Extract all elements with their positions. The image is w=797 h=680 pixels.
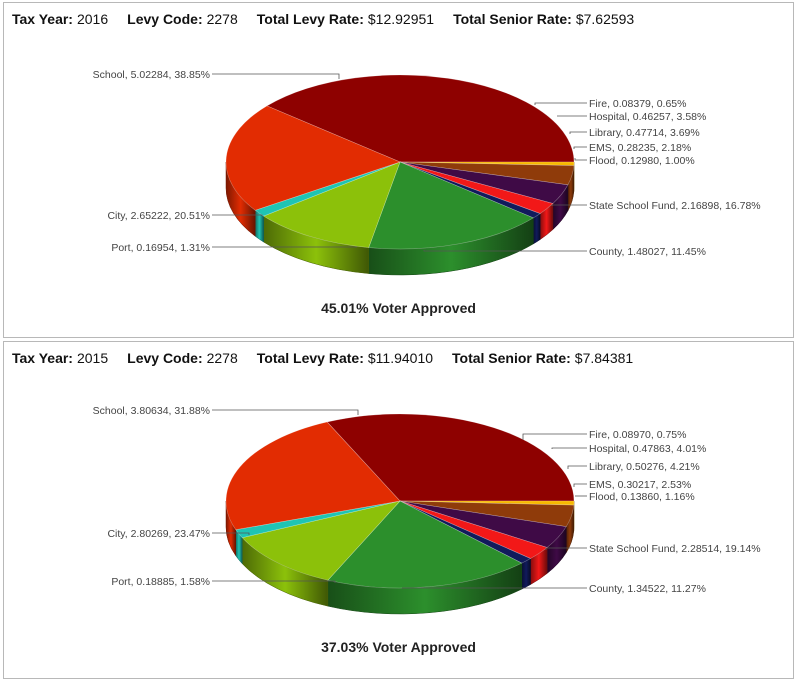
slice-state-school-fund[interactable] (327, 500, 523, 589)
label-connector-ems (573, 483, 587, 487)
levy-code-label: Levy Code: (127, 350, 203, 366)
slice-flood[interactable] (399, 161, 541, 219)
total-senior-rate-value: $7.84381 (574, 350, 634, 366)
levy-panel-2015: Tax Year: 2015 Levy Code: 2278 Total Levy Ra… (3, 341, 794, 679)
slice-label-port: Port, 0.16954, 1.31% (111, 242, 210, 254)
slice-port[interactable] (254, 161, 401, 217)
slice-ems[interactable] (399, 500, 548, 559)
levy-panel-2016: Tax Year: 2016 Levy Code: 2278 Total Levy Ra… (3, 2, 794, 338)
voter-approved-text: 37.03% Voter Approved (321, 639, 476, 655)
pie-chart: School, 3.80634, 31.88% Fire, 0.08970, 0.… (93, 405, 761, 615)
slice-label-library: Library, 0.50276, 4.21% (589, 461, 700, 473)
slice-city[interactable] (225, 421, 401, 531)
slice-county[interactable] (241, 500, 401, 581)
slice-library[interactable] (399, 500, 567, 548)
slice-label-city: City, 2.65222, 20.51% (107, 210, 210, 222)
slice-label-fire: Fire, 0.08379, 0.65% (589, 98, 686, 110)
pie-labels: School, 5.02284, 38.85% Fire, 0.08379, 0.… (93, 69, 761, 258)
label-connector-flood (574, 158, 587, 161)
label-connector-state-school-fund (551, 204, 587, 206)
label-connector-county (423, 250, 587, 252)
voter-approved-text: 45.01% Voter Approved (321, 300, 476, 316)
slice-label-library: Library, 0.47714, 3.69% (589, 127, 700, 139)
slice-label-state-school-fund: State School Fund, 2.16898, 16.78% (589, 200, 761, 212)
slice-county[interactable] (263, 161, 401, 248)
label-connector-state-school-fund (545, 547, 587, 550)
slice-ems[interactable] (399, 161, 554, 214)
slice-label-hospital: Hospital, 0.46257, 3.58% (589, 111, 706, 123)
label-connector-fire (534, 102, 587, 105)
slice-state-school-fund[interactable] (368, 161, 535, 250)
label-connector-school (212, 409, 359, 415)
pie-top (225, 74, 575, 250)
total-senior-rate-label: Total Senior Rate: (452, 350, 571, 366)
label-connector-library (569, 131, 587, 134)
tax-year-value: 2015 (76, 350, 109, 366)
slice-label-flood: Flood, 0.13860, 1.16% (589, 491, 695, 503)
pie-chart: School, 5.02284, 38.85% Fire, 0.08379, 0.… (93, 69, 761, 276)
panel-header: Tax Year: 2015 Levy Code: 2278 Total Levy Ra… (12, 350, 652, 366)
label-connector-fire (522, 433, 587, 440)
slice-side-flood (533, 213, 541, 245)
slice-fire[interactable] (399, 500, 575, 506)
total-senior-rate-label: Total Senior Rate: (453, 11, 572, 27)
label-connector-port (212, 580, 336, 583)
slice-hospital[interactable] (399, 161, 575, 186)
total-senior-rate-value: $7.62593 (575, 11, 635, 27)
tax-year-label: Tax Year: (12, 11, 73, 27)
pie-labels: School, 3.80634, 31.88% Fire, 0.08970, 0.… (93, 405, 761, 595)
total-levy-rate-value: $11.94010 (367, 350, 434, 366)
slice-port[interactable] (235, 500, 401, 539)
tax-year-value: 2016 (76, 11, 109, 27)
slice-label-hospital: Hospital, 0.47863, 4.01% (589, 443, 706, 455)
levy-code-label: Levy Code: (127, 11, 203, 27)
slice-label-school: School, 5.02284, 38.85% (93, 69, 210, 81)
total-levy-rate-label: Total Levy Rate: (256, 350, 364, 366)
slice-label-ems: EMS, 0.30217, 2.53% (589, 479, 691, 491)
panel-header: Tax Year: 2016 Levy Code: 2278 Total Levy Ra… (12, 11, 653, 27)
slice-label-city: City, 2.80269, 23.47% (107, 528, 210, 540)
slice-fire[interactable] (399, 161, 575, 166)
slice-label-school: School, 3.80634, 31.88% (93, 405, 210, 417)
pie-sides (225, 500, 575, 615)
slice-flood[interactable] (399, 500, 532, 564)
pie-top (225, 413, 575, 589)
slice-label-flood: Flood, 0.12980, 1.00% (589, 155, 695, 167)
label-connector-hospital (551, 447, 587, 449)
label-connector-school (212, 73, 340, 79)
levy-code-value: 2278 (206, 350, 238, 366)
slice-side-flood (521, 558, 531, 590)
levy-code-value: 2278 (206, 11, 238, 27)
slice-library[interactable] (399, 161, 569, 204)
slice-hospital[interactable] (399, 500, 575, 527)
label-connector-city (212, 214, 263, 216)
pie-sides (225, 161, 575, 276)
total-levy-rate-label: Total Levy Rate: (256, 11, 364, 27)
total-levy-rate-value: $12.92951 (367, 11, 435, 27)
slice-school[interactable] (326, 413, 575, 502)
label-connector-ems (573, 146, 587, 149)
slice-label-county: County, 1.34522, 11.27% (589, 583, 706, 595)
tax-year-label: Tax Year: (12, 350, 73, 366)
label-connector-city (212, 532, 250, 535)
slice-label-port: Port, 0.18885, 1.58% (111, 576, 210, 588)
label-connector-library (567, 465, 587, 469)
slice-label-county: County, 1.48027, 11.45% (589, 246, 706, 258)
slice-label-state-school-fund: State School Fund, 2.28514, 19.14% (589, 543, 761, 555)
slice-city[interactable] (225, 105, 401, 211)
slice-label-ems: EMS, 0.28235, 2.18% (589, 142, 691, 154)
slice-school[interactable] (266, 74, 575, 163)
slice-label-fire: Fire, 0.08970, 0.75% (589, 429, 686, 441)
